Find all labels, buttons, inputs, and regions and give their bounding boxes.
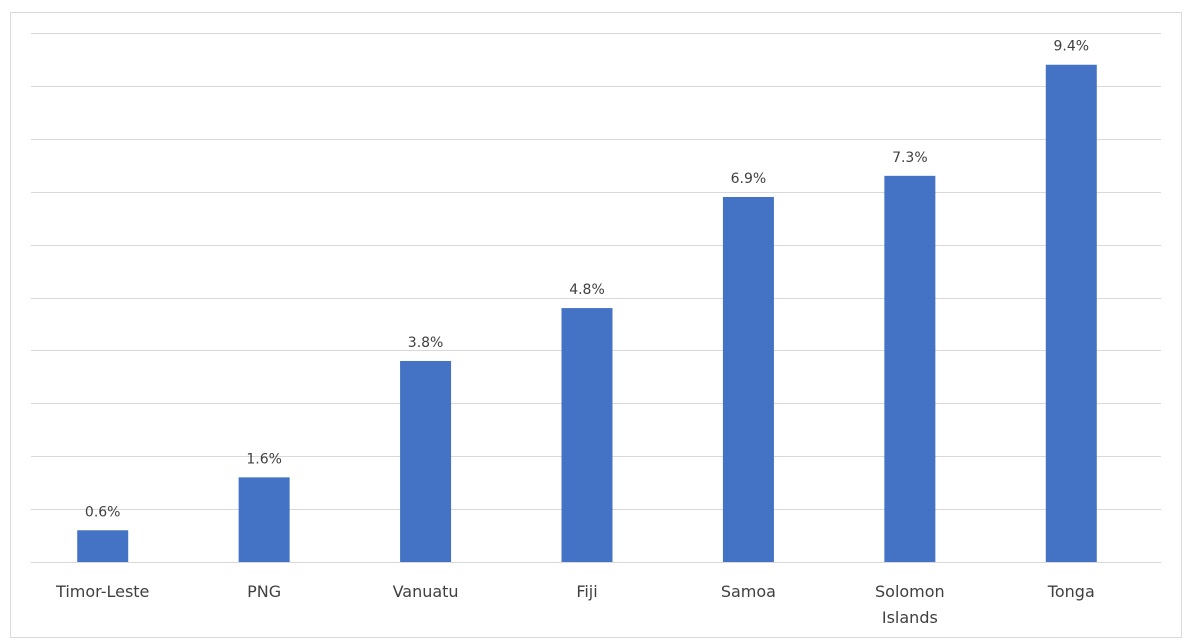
bar — [884, 175, 936, 562]
bar — [722, 196, 774, 563]
bar-chart: 0.6% Timor-Leste 1.6% PNG 3.8% Vanuatu 4.8% Fij… — [31, 33, 1161, 627]
category-label: Fiji — [576, 582, 597, 601]
bar — [77, 530, 129, 562]
data-label: 3.8% — [408, 335, 444, 351]
category-label-line: Islands — [882, 608, 938, 627]
data-label: 9.4% — [1053, 39, 1089, 55]
category-label: Solomon Islands — [875, 582, 945, 627]
category-label: Vanuatu — [393, 582, 459, 601]
category-label: Timor-Leste — [55, 582, 149, 601]
category-label-line: Timor-Leste — [55, 582, 149, 601]
category-label: PNG — [247, 582, 281, 601]
cropped-title-strip — [0, 0, 1190, 12]
data-label: 7.3% — [892, 150, 928, 166]
category-label-line: Samoa — [721, 582, 776, 601]
category-label-line: PNG — [247, 582, 281, 601]
bar — [400, 360, 452, 562]
category-label-line: Solomon — [875, 582, 945, 601]
data-label: 1.6% — [246, 451, 282, 467]
data-label: 0.6% — [85, 504, 121, 520]
data-label: 6.9% — [731, 171, 767, 187]
chart-area: 0.6% Timor-Leste 1.6% PNG 3.8% Vanuatu 4.8% Fij… — [10, 12, 1182, 638]
category-label-line: Tonga — [1047, 582, 1095, 601]
data-label: 4.8% — [569, 282, 605, 298]
category-label-line: Vanuatu — [393, 582, 459, 601]
category-label: Samoa — [721, 582, 776, 601]
bar — [561, 308, 613, 562]
bar — [238, 477, 290, 562]
bar — [1045, 64, 1097, 563]
category-label: Tonga — [1047, 582, 1095, 601]
category-label-line: Fiji — [576, 582, 597, 601]
